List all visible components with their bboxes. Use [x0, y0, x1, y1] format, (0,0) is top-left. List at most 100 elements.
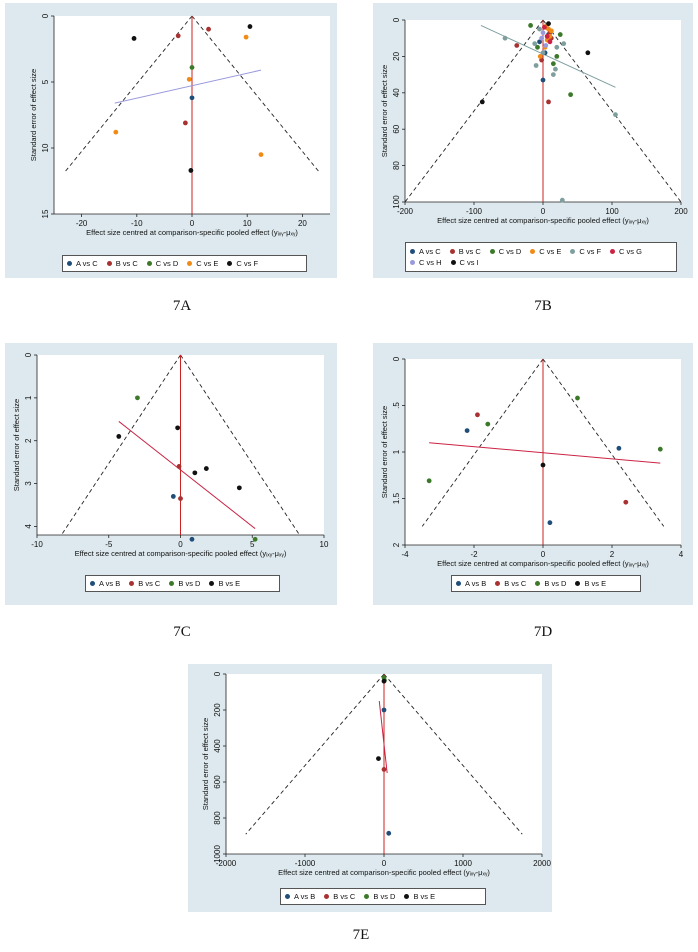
x-tick-label-7d: 2: [610, 550, 615, 559]
point-c-vs-i-7b: [479, 99, 485, 105]
legend-label: C vs F: [579, 247, 602, 256]
caption-7d: 7D: [533, 624, 553, 640]
legend-marker: [410, 260, 415, 265]
point-a-vs-b-7e: [386, 830, 392, 836]
point-a-vs-b-7d: [547, 520, 553, 526]
point-a-vs-c-7a: [189, 95, 195, 101]
point-b-vs-d-7d: [575, 395, 580, 401]
point-b-vs-c-7c: [176, 464, 182, 469]
point-b-vs-d-7c: [135, 395, 140, 401]
point-b-vs-e-7e: [376, 756, 381, 761]
legend-label: B vs E: [413, 892, 436, 901]
legend-marker: [570, 249, 576, 254]
legend-item-c-vs-f: C vs F: [570, 246, 601, 257]
y-tick-label-7c: 1: [24, 395, 33, 400]
point-c-vs-f-7b: [533, 63, 539, 68]
point-c-vs-f-7b: [550, 72, 556, 77]
funnel-right-7e: [383, 673, 523, 835]
panel-7b: -200 -100 0 100 200 0 20 40 60 80 100 Effect size c…: [373, 3, 693, 278]
fit-line-7a: [114, 69, 262, 104]
legend-marker: [456, 581, 461, 586]
legend-item-b-vs-e: B vs E: [404, 891, 435, 902]
x-tick-label-7d: -2: [470, 550, 478, 559]
point-c-vs-f-7b: [540, 50, 546, 56]
y-tick-label-7b: 20: [392, 51, 401, 60]
point-c-vs-h-7b: [540, 30, 546, 36]
y-axis-label-7d: Standard error of effect size: [380, 406, 389, 498]
x-axis-label-7c: Effect size centred at comparison-specif…: [75, 549, 287, 558]
point-a-vs-c-7b: [540, 77, 546, 83]
legend-marker: [495, 581, 501, 586]
x-tick-label-7e: -1000: [295, 859, 316, 868]
legend-label: B vs D: [178, 579, 201, 588]
legend-7a: A vs C B vs C C vs D C vs E C vs F: [62, 255, 307, 272]
legend-marker: [530, 249, 536, 254]
y-tick-label-7b: 100: [392, 195, 401, 209]
point-b-vs-e-7e: [381, 678, 387, 684]
point-c-vs-f-7b: [532, 41, 538, 47]
y-tick-label-7c: 2: [24, 438, 33, 443]
legend-item-b-vs-c: B vs C: [449, 246, 481, 257]
x-axis-label-7b: Effect size centred at comparison-specif…: [437, 216, 649, 225]
caption-7a: 7A: [172, 298, 192, 314]
point-c-vs-f-7a: [247, 24, 253, 29]
point-c-vs-e-7a: [186, 76, 192, 82]
x-tick-label-7b: 200: [674, 207, 688, 216]
point-c-vs-h-7b: [539, 35, 545, 41]
point-c-vs-f-7b: [554, 44, 560, 50]
x-tick-label-7d: 4: [679, 550, 684, 559]
point-b-vs-c-7c: [178, 496, 183, 501]
legend-marker: [106, 261, 112, 266]
x-tick-label-7e: 2000: [533, 859, 551, 868]
y-tick-label-7d: .5: [392, 402, 401, 409]
legend-label: A vs B: [465, 579, 487, 588]
legend-item-c-vs-d: C vs D: [146, 258, 179, 269]
caption-7b: 7B: [534, 298, 552, 314]
y-axis-label-7e: Standard error of effect size: [201, 718, 210, 810]
legend-label: A vs C: [76, 259, 98, 268]
legend-label: B vs C: [138, 579, 161, 588]
point-c-vs-f-7a: [188, 168, 194, 173]
legend-item-b-vs-c: B vs C: [495, 578, 526, 589]
point-b-vs-c-7d: [475, 412, 480, 418]
legend-marker: [575, 581, 581, 586]
point-b-vs-e-7d: [540, 462, 546, 468]
legend-item-b-vs-e: B vs E: [575, 578, 606, 589]
legend-label: C vs D: [155, 259, 179, 268]
legend-marker: [187, 261, 193, 266]
point-b-vs-e-7c: [192, 470, 198, 476]
funnel-left-7c: [61, 354, 181, 536]
legend-label: C vs E: [539, 247, 562, 256]
legend-label: A vs C: [419, 247, 441, 256]
y-tick-label-7c: 0: [24, 352, 33, 357]
legend-marker: [169, 581, 175, 586]
legend-item-c-vs-f: C vs F: [227, 258, 258, 269]
legend-item-b-vs-e: B vs E: [209, 578, 240, 589]
point-c-vs-e-7a: [258, 152, 264, 158]
y-tick-label-7b: 60: [392, 124, 401, 133]
point-c-vs-f-7a: [131, 36, 137, 41]
y-tick-label-7d: 2: [392, 542, 401, 547]
point-c-vs-f-7b: [613, 112, 618, 118]
point-a-vs-b-7e: [381, 707, 387, 713]
point-c-vs-d-7b: [535, 44, 540, 50]
x-tick-label-7d: -4: [401, 550, 409, 559]
legend-marker: [450, 260, 456, 265]
y-tick-label-7e: 800: [213, 811, 222, 825]
x-tick-label-7c: 0: [178, 540, 183, 549]
legend-marker: [209, 581, 215, 586]
point-c-vs-e-7a: [243, 34, 249, 40]
x-tick-label-7e: 0: [382, 859, 387, 868]
point-b-vs-e-7c: [175, 425, 181, 431]
funnel-left-7e: [245, 673, 385, 835]
funnel-left-7a: [64, 15, 193, 173]
legend-item-c-vs-e: C vs E: [187, 258, 218, 269]
legend-label: C vs F: [236, 259, 259, 268]
point-b-vs-c-7b: [514, 43, 520, 48]
y-tick-label-7b: 40: [392, 88, 401, 97]
point-b-vs-c-7a: [206, 26, 211, 32]
x-tick-label-7b: 0: [541, 207, 546, 216]
point-c-vs-f-7b: [559, 197, 565, 203]
point-a-vs-b-7d: [616, 445, 622, 451]
